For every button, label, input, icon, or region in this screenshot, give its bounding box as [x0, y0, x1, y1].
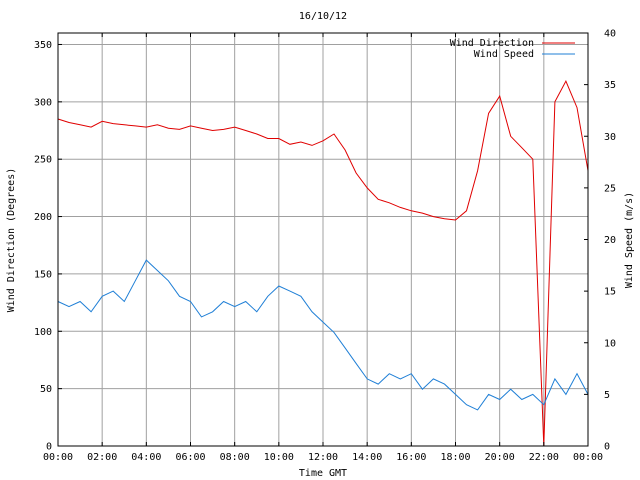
y2-tick-label: 35	[604, 80, 616, 91]
y2-tick-label: 20	[604, 235, 616, 246]
y-tick-label: 100	[34, 327, 52, 338]
y-axis-label: Wind Direction (Degrees)	[6, 168, 17, 313]
grid	[57, 33, 589, 447]
y-tick-label: 300	[34, 97, 52, 108]
series-line-wind-direction	[57, 80, 589, 447]
x-tick-label: 16:00	[396, 452, 426, 463]
x-tick-label: 20:00	[485, 452, 515, 463]
x-tick-label: 22:00	[529, 452, 559, 463]
x-tick-label: 14:00	[352, 452, 382, 463]
legend-label-wind-direction: Wind Direction	[450, 38, 534, 49]
x-tick-label: 00:00	[43, 452, 73, 463]
y-tick-label: 50	[40, 384, 52, 395]
x-tick-label: 12:00	[308, 452, 338, 463]
chart-title: 16/10/12	[299, 11, 347, 22]
y2-tick-label: 0	[604, 442, 610, 453]
y-tick-label: 150	[34, 269, 52, 280]
y2-axis-label: Wind Speed (m/s)	[624, 192, 635, 288]
x-axis-label: Time GMT	[299, 468, 347, 479]
y2-tick-label: 15	[604, 287, 616, 298]
y2-tick-label: 30	[604, 132, 616, 143]
y2-tick-label: 40	[604, 29, 616, 40]
x-tick-label: 00:00	[573, 452, 603, 463]
x-tick-label: 02:00	[87, 452, 117, 463]
y2-tick-label: 10	[604, 338, 616, 349]
tick-layer: 00:00 02:00 04:00 06:00 08:00 10:00 12:00 14:00…	[34, 29, 616, 464]
legend: Wind Direction Wind Speed	[450, 38, 575, 60]
series-line-wind-speed	[57, 259, 589, 411]
series-layer	[57, 80, 589, 447]
y-tick-label: 200	[34, 212, 52, 223]
x-tick-label: 18:00	[440, 452, 470, 463]
x-tick-label: 10:00	[264, 452, 294, 463]
x-tick-label: 04:00	[131, 452, 161, 463]
y-tick-label: 0	[46, 442, 52, 453]
legend-label-wind-speed: Wind Speed	[474, 49, 534, 60]
y-tick-label: 250	[34, 155, 52, 166]
y2-tick-label: 5	[604, 390, 610, 401]
x-tick-label: 06:00	[175, 452, 205, 463]
y-tick-label: 350	[34, 40, 52, 51]
x-tick-label: 08:00	[220, 452, 250, 463]
y2-tick-label: 25	[604, 183, 616, 194]
